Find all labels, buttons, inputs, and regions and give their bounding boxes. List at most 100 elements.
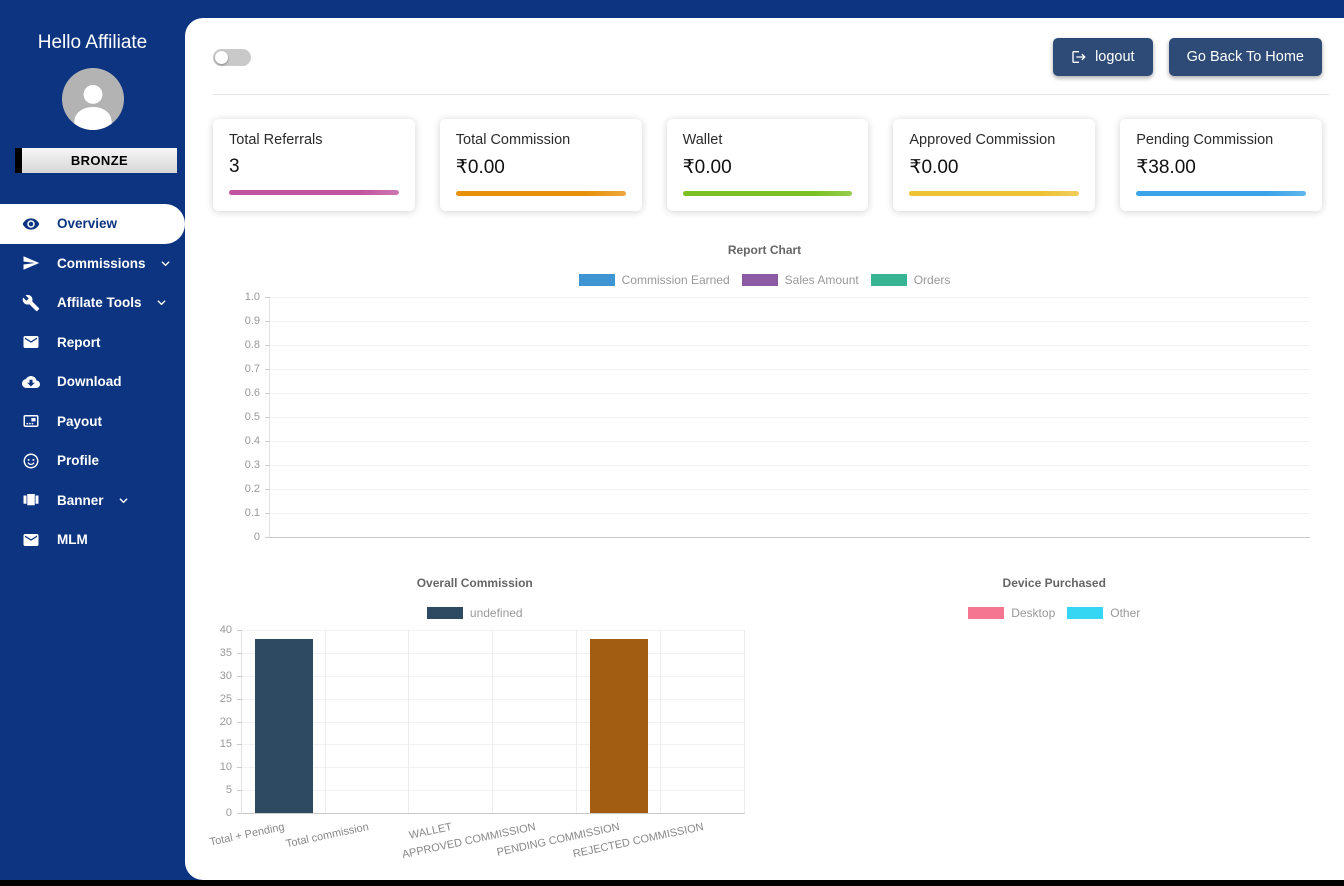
sidebar-item-commissions[interactable]: Commissions	[0, 244, 185, 284]
gridline	[408, 630, 410, 813]
sidebar-item-banner[interactable]: Banner	[0, 481, 185, 521]
stat-card-wallet: Wallet ₹0.00	[666, 119, 869, 211]
stat-card-accent-bar	[455, 191, 626, 196]
stat-card-title: Total Commission	[455, 132, 571, 148]
topbar-divider	[213, 94, 1330, 95]
axis-tick	[265, 393, 270, 394]
gridline	[242, 630, 745, 631]
stat-card-value: ₹0.00	[682, 157, 732, 178]
axis-tick	[237, 790, 242, 792]
legend-label: Sales Amount	[784, 273, 859, 287]
sidebar-item-affilate-tools[interactable]: Affilate Tools	[0, 283, 185, 323]
logout-button[interactable]: logout	[1053, 38, 1153, 76]
y-axis-tick-label: 15	[219, 738, 232, 751]
legend-item-sales-amount[interactable]: Sales Amount	[741, 273, 859, 287]
overall-commission-title: Overall Commission	[416, 576, 533, 590]
device-purchased-section: Device Purchased Desktop Other	[765, 576, 1344, 866]
y-axis-tick-label: 0.1	[244, 507, 260, 519]
chevron-down-icon	[156, 297, 167, 308]
gridline	[242, 652, 745, 654]
legend-item-undefined[interactable]: undefined	[426, 606, 523, 620]
stats-row: Total Referrals 3 Total Commission ₹0.00 Wal…	[185, 95, 1344, 215]
sidebar-item-label: MLM	[57, 532, 88, 548]
axis-tick	[265, 441, 270, 442]
legend-item-other[interactable]: Other	[1067, 606, 1140, 620]
stat-card-value: 3	[229, 156, 240, 177]
legend-item-orders[interactable]: Orders	[870, 273, 951, 287]
y-axis-tick-label: 0.7	[244, 363, 260, 375]
go-back-home-button[interactable]: Go Back To Home	[1168, 38, 1322, 76]
overall-commission-section: Overall Commission undefined 40 35 30 25 20 1…	[185, 576, 765, 866]
y-axis-tick-label: 0	[225, 807, 232, 819]
stat-card-title: Pending Commission	[1136, 132, 1274, 148]
y-axis-tick-label: 0.8	[244, 339, 260, 351]
bottom-strip	[0, 880, 1344, 886]
sidebar-item-label: Overview	[57, 216, 118, 232]
axis-tick	[265, 465, 270, 466]
sidebar-item-overview[interactable]: Overview	[0, 204, 185, 244]
cloud-download-icon	[22, 373, 40, 391]
device-purchased-title: Device Purchased	[1002, 576, 1106, 590]
sidebar-item-report[interactable]: Report	[0, 323, 185, 363]
stat-card-pending-commission: Pending Commission ₹38.00	[1120, 119, 1322, 211]
gridline	[492, 630, 494, 813]
legend-swatch	[741, 274, 778, 286]
y-axis-tick-label: 5	[225, 784, 232, 797]
gridline	[270, 393, 1310, 394]
bar-pending-commission	[589, 639, 649, 813]
report-chart-legend: Commission Earned Sales Amount Orders	[185, 273, 1344, 287]
bar-total-pending	[254, 639, 314, 813]
stat-card-title: Approved Commission	[909, 132, 1056, 148]
axis-tick	[265, 489, 270, 490]
gridline	[242, 698, 745, 700]
greeting-text: Hello Affiliate	[37, 32, 148, 53]
stat-card-accent-bar	[909, 191, 1080, 196]
gridline	[270, 297, 1310, 298]
legend-swatch	[870, 274, 907, 286]
x-axis-tick-label: Total + Pending	[208, 821, 286, 849]
y-axis-tick-label: 0.6	[244, 387, 260, 399]
legend-item-desktop[interactable]: Desktop	[968, 606, 1055, 620]
main-panel: logout Go Back To Home Total Referrals 3 T…	[185, 18, 1344, 880]
wrench-icon	[22, 294, 40, 312]
toggle-knob	[215, 50, 228, 64]
gridline	[270, 321, 1310, 322]
axis-tick	[237, 744, 242, 746]
face-icon	[22, 452, 40, 470]
sidebar-item-mlm[interactable]: MLM	[0, 520, 185, 560]
eye-icon	[22, 215, 40, 233]
avatar	[61, 68, 124, 130]
legend-label: Orders	[913, 273, 951, 287]
legend-swatch	[968, 607, 1005, 619]
mail-icon	[22, 531, 40, 549]
x-axis-tick-label: Total commission	[284, 821, 370, 851]
axis-tick	[265, 513, 270, 514]
go-back-home-label: Go Back To Home	[1186, 49, 1304, 65]
gridline	[270, 369, 1310, 370]
report-chart-section: Report Chart Commission Earned Sales Amou…	[185, 243, 1344, 543]
sidebar-item-download[interactable]: Download	[0, 362, 185, 402]
axis-tick	[237, 767, 242, 769]
gridline	[242, 721, 745, 723]
y-axis-tick-label: 0.4	[244, 435, 260, 447]
topbar: logout Go Back To Home	[185, 18, 1344, 94]
legend-swatch	[426, 607, 463, 619]
person-icon	[73, 85, 112, 130]
y-axis-tick-label: 20	[219, 715, 232, 728]
theme-toggle[interactable]	[213, 48, 251, 66]
axis-tick	[237, 630, 242, 631]
sidebar-item-payout[interactable]: Payout	[0, 402, 185, 442]
gridline	[743, 630, 745, 813]
gridline	[270, 489, 1310, 490]
legend-label: Desktop	[1011, 606, 1056, 620]
stat-card-total-referrals: Total Referrals 3	[213, 119, 415, 211]
sidebar: Hello Affiliate BRONZE Overview Commissio…	[0, 0, 185, 880]
sidebar-item-profile[interactable]: Profile	[0, 441, 185, 481]
stat-card-accent-bar	[682, 191, 853, 196]
legend-item-commission-earned[interactable]: Commission Earned	[578, 273, 730, 287]
gridline	[324, 630, 326, 813]
stat-card-title: Total Referrals	[229, 132, 323, 148]
stat-card-title: Wallet	[682, 132, 723, 148]
stat-card-value: ₹0.00	[909, 157, 959, 178]
gridline	[575, 630, 577, 813]
